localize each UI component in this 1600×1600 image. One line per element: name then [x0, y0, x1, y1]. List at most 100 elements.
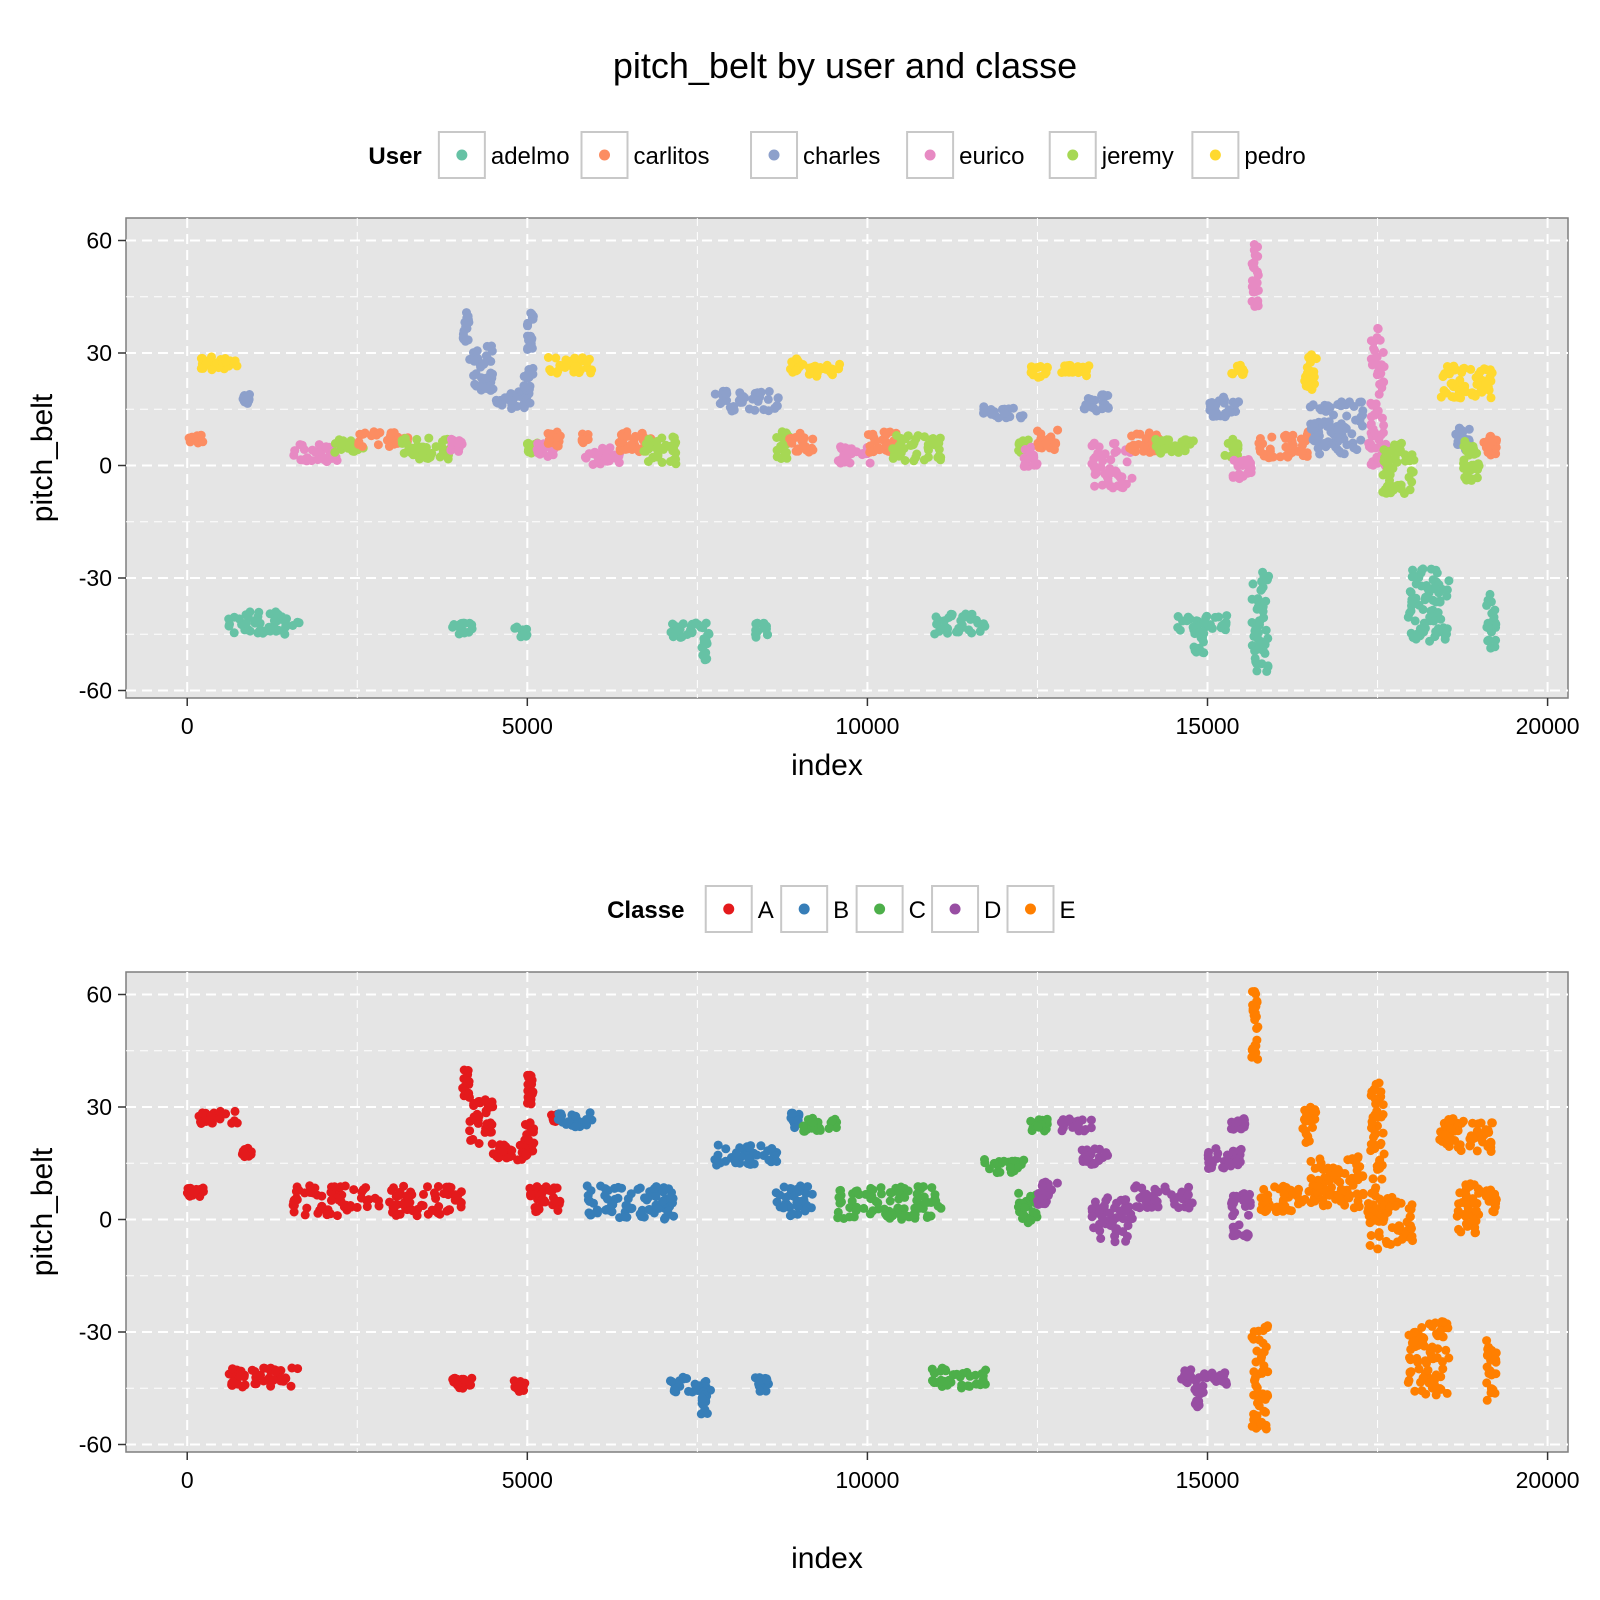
data-point [556, 1109, 566, 1119]
data-point [417, 451, 427, 461]
data-point [456, 1198, 466, 1208]
data-point [1087, 441, 1097, 451]
data-point [715, 399, 725, 409]
data-point [1329, 410, 1338, 420]
legend-swatch [1024, 903, 1036, 915]
data-point [1414, 631, 1424, 641]
data-point [424, 433, 434, 443]
data-point [1234, 397, 1244, 407]
data-point [1258, 439, 1268, 449]
data-point [189, 433, 199, 443]
data-point [1019, 461, 1029, 471]
data-point [577, 435, 587, 445]
point-cluster-adelmo [666, 618, 714, 642]
data-point [1260, 1394, 1270, 1404]
data-point [1472, 448, 1482, 458]
point-cluster-eurico [1366, 323, 1389, 445]
data-point [1463, 462, 1473, 471]
data-point [385, 1197, 395, 1207]
data-point [530, 1203, 540, 1212]
data-point [779, 1182, 789, 1192]
data-point [1213, 1148, 1223, 1158]
data-point [1325, 1190, 1334, 1200]
data-point [1487, 1118, 1497, 1128]
data-point [332, 1211, 342, 1221]
data-point [1455, 1188, 1465, 1198]
data-point [521, 1150, 531, 1160]
data-point [943, 624, 953, 634]
data-point [1365, 1241, 1375, 1250]
data-point [791, 446, 801, 456]
data-point [1440, 634, 1450, 644]
data-point [1372, 1106, 1382, 1116]
data-point [449, 1377, 459, 1387]
data-point [434, 1202, 444, 1211]
data-point [775, 1190, 785, 1200]
data-point [852, 1186, 862, 1196]
data-point [640, 1193, 649, 1203]
point-cluster-D [1227, 1189, 1255, 1242]
data-point [752, 618, 762, 628]
data-point [293, 1364, 303, 1374]
data-point [1257, 1368, 1267, 1378]
data-point [772, 401, 782, 411]
data-point [1410, 616, 1420, 626]
legend-swatch [798, 903, 810, 915]
point-cluster-E [1435, 1114, 1468, 1156]
data-point [697, 1393, 707, 1403]
data-point [1199, 637, 1208, 647]
data-point [1423, 584, 1433, 593]
data-point [659, 1183, 669, 1193]
data-point [281, 622, 290, 632]
data-point [1474, 369, 1484, 379]
legend-swatch [874, 903, 886, 915]
point-cluster-B [771, 1181, 817, 1221]
data-point [224, 621, 234, 631]
data-point [289, 1207, 299, 1217]
data-point [1367, 360, 1377, 370]
data-point [1404, 1375, 1414, 1385]
data-point [388, 1207, 397, 1217]
data-point [1207, 1163, 1216, 1173]
data-point [698, 1400, 708, 1409]
data-point [1355, 416, 1365, 426]
point-cluster-charles [519, 363, 538, 408]
data-point [1187, 1198, 1197, 1208]
data-point [215, 1106, 225, 1116]
point-cluster-E [1363, 1192, 1417, 1254]
point-cluster-jeremy [1459, 436, 1484, 485]
point-cluster-D [1130, 1181, 1197, 1213]
point-cluster-eurico [1019, 442, 1042, 471]
data-point [787, 438, 797, 448]
data-point [1251, 1012, 1261, 1022]
data-point [812, 368, 822, 378]
data-point [759, 623, 769, 633]
data-point [668, 632, 678, 642]
data-point [602, 1194, 612, 1204]
data-point [442, 1182, 451, 1192]
point-cluster-A [509, 1376, 530, 1396]
data-point [1337, 1185, 1347, 1195]
data-point [871, 436, 881, 446]
data-point [882, 429, 892, 439]
data-point [1403, 612, 1413, 622]
data-point [1387, 481, 1397, 491]
data-point [452, 438, 462, 448]
data-point [570, 1122, 580, 1132]
data-point [930, 629, 940, 639]
data-point [1090, 470, 1100, 479]
data-point [571, 1111, 581, 1121]
legend-entry-label: E [1059, 897, 1075, 924]
data-point [235, 1372, 245, 1381]
data-point [458, 329, 468, 339]
data-point [473, 1118, 483, 1128]
data-point [1385, 1202, 1394, 1212]
data-point [1027, 365, 1037, 375]
data-point [1310, 1163, 1320, 1173]
point-cluster-E [1306, 1152, 1368, 1213]
legend-entry-label: eurico [959, 143, 1024, 170]
data-point [1471, 1206, 1481, 1216]
point-cluster-B [696, 1387, 712, 1419]
data-point [1252, 666, 1262, 676]
